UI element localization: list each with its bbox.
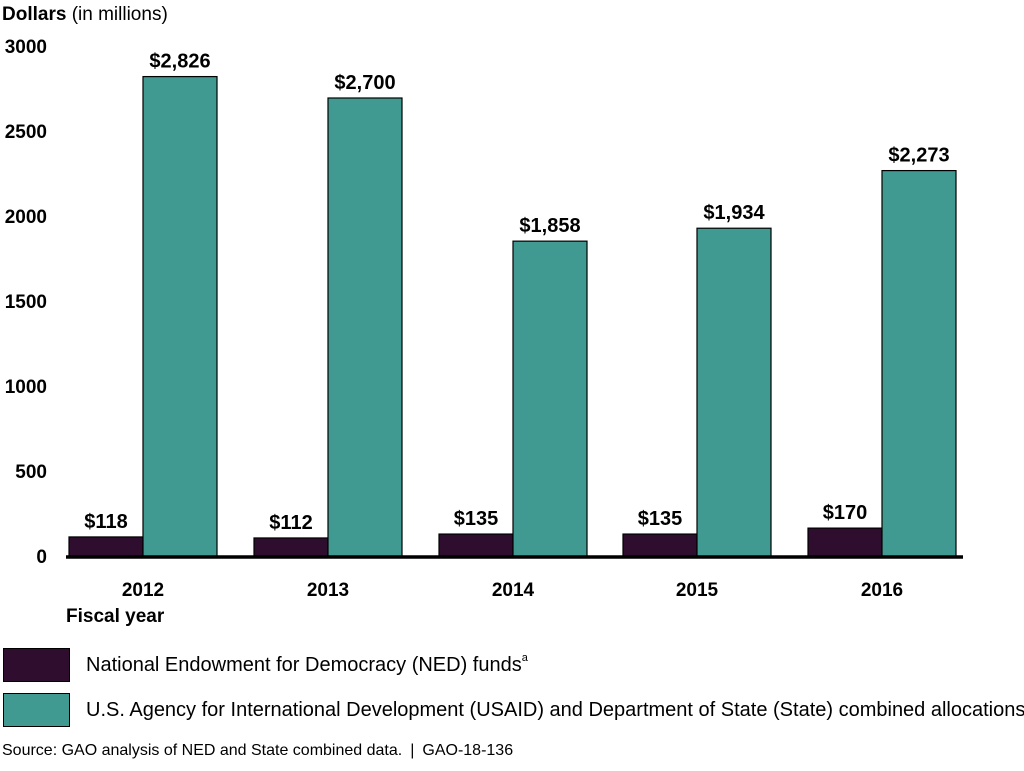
legend-label-usaid-state: U.S. Agency for International Developmen… — [86, 699, 1024, 721]
data-label: $170 — [823, 502, 868, 524]
bar-usaid-state — [696, 227, 772, 558]
data-label: $1,934 — [703, 202, 765, 224]
bar-ned — [622, 533, 698, 558]
y-tick-label: 3000 — [5, 37, 47, 58]
data-label: $1,858 — [519, 215, 580, 237]
y-axis-label: Dollars (in millions) — [2, 4, 168, 26]
legend-label-ned: National Endowment for Democracy (NED) f… — [86, 652, 528, 677]
x-tick-label: 2014 — [492, 580, 535, 601]
bar-usaid-state — [881, 169, 957, 558]
data-label: $118 — [84, 511, 127, 533]
bar-ned — [253, 537, 329, 558]
bar-usaid-state — [142, 75, 218, 558]
bar-ned — [68, 536, 144, 558]
y-tick-label: 1000 — [5, 377, 47, 398]
data-label: $2,273 — [888, 145, 949, 167]
x-axis-label: Fiscal year — [66, 606, 165, 627]
y-axis-label-main: Dollars — [2, 4, 67, 25]
source-note: Source: GAO analysis of NED and State co… — [2, 742, 513, 760]
x-tick-label: 2012 — [122, 580, 164, 601]
y-tick-label: 500 — [15, 462, 47, 483]
y-tick-label: 1500 — [5, 292, 47, 313]
x-tick-label: 2013 — [307, 580, 349, 601]
x-tick-label: 2016 — [861, 580, 903, 601]
legend-swatch-ned — [3, 648, 70, 682]
data-label: $2,826 — [149, 51, 210, 73]
report-id: GAO-18-136 — [422, 742, 514, 759]
source-separator: | — [410, 742, 415, 759]
data-label: $112 — [269, 512, 312, 534]
data-label: $2,700 — [334, 72, 395, 94]
bar-ned — [438, 533, 514, 558]
chart-plot: 0 500 1000 1500 2000 2500 3000 $118 $112 $135 $135… — [5, 37, 963, 601]
y-tick-label: 2000 — [5, 207, 47, 228]
bar-ned — [807, 527, 883, 558]
y-axis-label-unit: (in millions) — [71, 4, 168, 25]
legend-footnote-marker: a — [521, 652, 528, 665]
x-tick-label: 2015 — [676, 580, 719, 601]
data-label: $135 — [638, 508, 683, 530]
legend-swatch-usaid-state — [3, 693, 70, 727]
data-label: $135 — [454, 508, 499, 530]
y-tick-label: 2500 — [5, 122, 47, 143]
source-text: Source: GAO analysis of NED and State co… — [2, 742, 403, 759]
y-tick-label: 0 — [36, 547, 47, 568]
bar-usaid-state — [327, 97, 403, 558]
legend-label-ned-text: National Endowment for Democracy (NED) f… — [86, 654, 522, 676]
bar-usaid-state — [512, 240, 588, 558]
